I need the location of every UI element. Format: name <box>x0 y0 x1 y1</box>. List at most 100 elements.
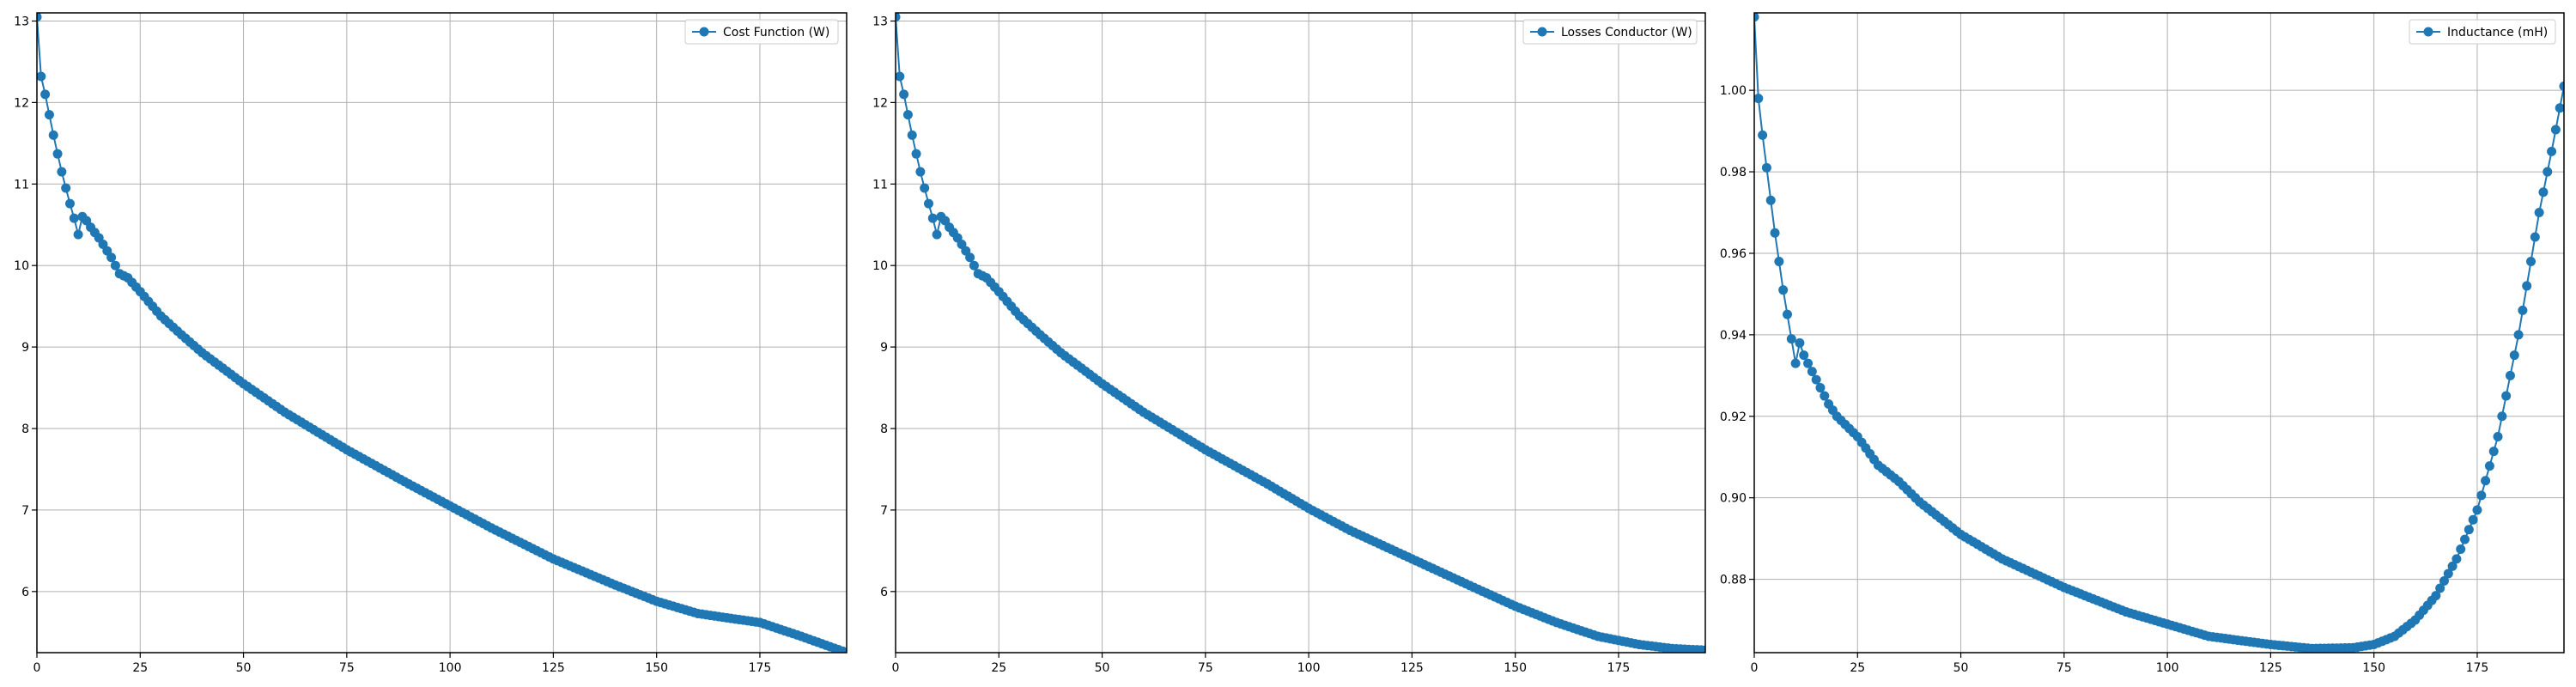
data-point <box>2497 411 2507 422</box>
y-tick-label: 12 <box>14 96 29 110</box>
x-tick-label: 50 <box>236 661 252 675</box>
y-tick-label: 12 <box>872 96 888 110</box>
y-tick-label: 13 <box>872 15 888 28</box>
legend: Inductance (mH) <box>2409 19 2556 45</box>
data-point <box>2460 534 2470 544</box>
data-point <box>2431 591 2441 601</box>
data-point <box>2481 476 2491 486</box>
x-tick-label: 100 <box>439 661 462 675</box>
x-tick-label: 175 <box>749 661 772 675</box>
data-point <box>1774 256 1784 266</box>
data-point <box>896 71 905 82</box>
chart-panel-2: Losses Conductor (W) 0 25 50 75 100 125 150 175 6… <box>872 12 1706 675</box>
data-point <box>110 260 120 271</box>
y-tick-label: 0.98 <box>1720 166 1747 179</box>
data-point <box>2493 432 2503 441</box>
y-tick-label: 1.00 <box>1720 84 1747 98</box>
x-tick-label: 150 <box>1504 661 1527 675</box>
data-point <box>1754 94 1764 104</box>
series-1 <box>896 13 1705 653</box>
x-tick-label: 150 <box>2362 661 2385 675</box>
x-tick-label: 175 <box>2466 661 2489 675</box>
legend-box <box>684 19 839 45</box>
data-point <box>907 130 917 140</box>
data-point <box>2443 568 2453 579</box>
data-point <box>2435 583 2445 593</box>
data-point <box>2547 146 2557 156</box>
data-point <box>1786 334 1796 344</box>
data-point <box>932 229 942 240</box>
legend-label: Cost Function (W) <box>723 26 829 40</box>
data-point <box>2538 187 2549 198</box>
data-point <box>61 183 71 193</box>
data-point <box>2439 575 2449 586</box>
data-point <box>2451 554 2462 564</box>
y-tick-label: 10 <box>14 259 29 273</box>
data-point <box>57 167 67 177</box>
data-point <box>2476 490 2487 501</box>
data-point <box>37 13 42 22</box>
data-point <box>1795 337 1805 348</box>
data-point <box>1770 228 1780 238</box>
data-point <box>2522 281 2532 291</box>
data-point <box>2484 461 2494 471</box>
x-tick-label: 125 <box>2259 661 2282 675</box>
data-point <box>841 647 847 653</box>
data-point <box>52 149 63 159</box>
data-point <box>911 149 921 159</box>
data-point <box>902 110 913 120</box>
data-point <box>896 13 901 22</box>
legend-box <box>1522 19 1698 45</box>
y-tick-label: 8 <box>21 423 29 436</box>
legend-box <box>2409 19 2556 45</box>
data-point <box>1782 309 1792 319</box>
y-tick-label: 7 <box>21 504 29 518</box>
data-point <box>2534 208 2544 218</box>
axes-frame <box>1753 12 2565 654</box>
y-tick-label: 0.92 <box>1720 410 1747 424</box>
legend-marker-swatch <box>1537 27 1547 37</box>
data-point <box>1765 195 1776 205</box>
data-point <box>2550 125 2561 135</box>
x-tick-label: 125 <box>542 661 565 675</box>
data-point <box>106 252 117 263</box>
y-tick-label: 10 <box>872 259 888 273</box>
y-tick-label: 8 <box>880 423 888 436</box>
legend-marker-swatch <box>699 27 709 37</box>
x-tick-label: 25 <box>991 661 1006 675</box>
data-point <box>2509 350 2519 361</box>
data-point <box>44 110 54 120</box>
data-point <box>920 183 930 193</box>
data-point <box>2501 391 2512 401</box>
y-tick-label: 6 <box>21 586 29 599</box>
y-tick-label: 0.96 <box>1720 247 1747 261</box>
x-tick-label: 75 <box>339 661 355 675</box>
data-point <box>2526 256 2537 266</box>
data-point <box>2513 330 2524 340</box>
legend-label: Losses Conductor (W) <box>1561 26 1692 40</box>
data-point <box>48 130 58 140</box>
legend: Losses Conductor (W) <box>1522 19 1698 45</box>
x-tick-label: 175 <box>1607 661 1631 675</box>
data-point <box>2543 167 2553 177</box>
data-point <box>2447 561 2458 571</box>
data-point <box>969 260 979 271</box>
data-point <box>1811 374 1821 385</box>
data-point <box>2488 447 2499 457</box>
y-tick-label: 11 <box>872 178 888 192</box>
x-tick-label: 0 <box>1751 661 1759 675</box>
data-point <box>2555 103 2564 113</box>
y-tick-label: 0.90 <box>1720 492 1747 506</box>
data-point <box>1820 391 1830 401</box>
data-point <box>927 213 938 223</box>
chart-panel-1: Cost Function (W) 0 25 50 75 100 125 150 175 6 7 8 9… <box>14 12 848 675</box>
y-tick-label: 7 <box>880 504 888 518</box>
data-point <box>965 252 975 263</box>
legend: Cost Function (W) <box>684 19 839 45</box>
legend-marker-swatch <box>2423 27 2433 37</box>
x-tick-label: 50 <box>1095 661 1110 675</box>
y-tick-label: 6 <box>880 586 888 599</box>
y-tick-label: 13 <box>14 15 29 28</box>
y-tick-label: 9 <box>880 341 888 355</box>
